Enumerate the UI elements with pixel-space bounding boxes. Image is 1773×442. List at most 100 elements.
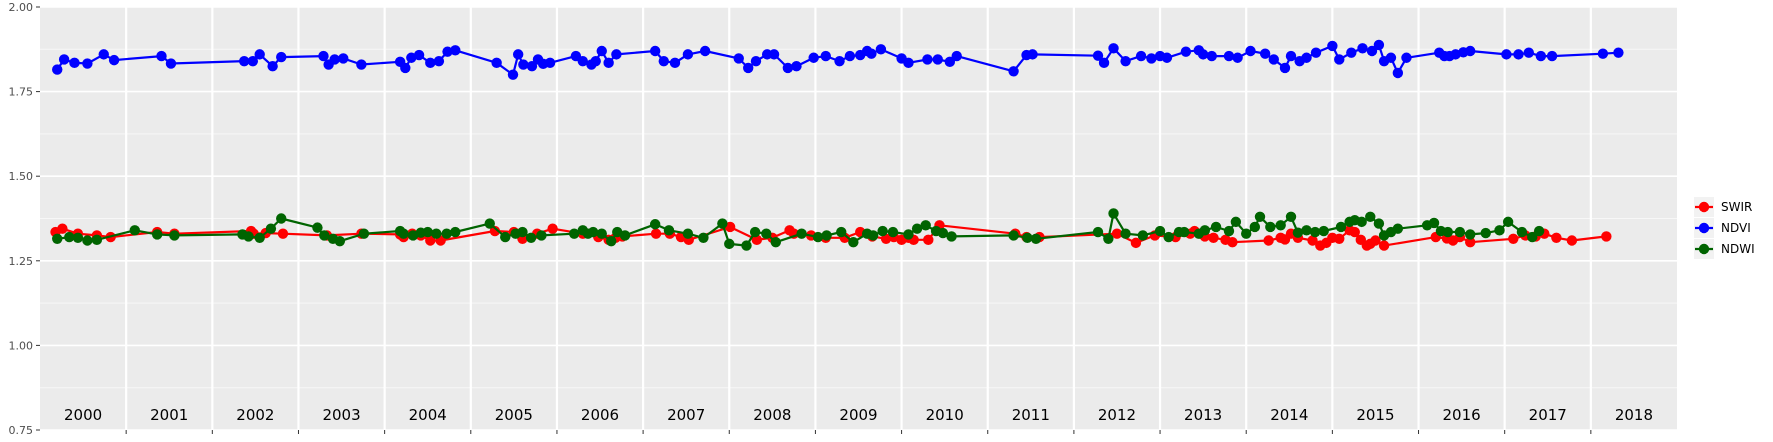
data-point-ndvi <box>400 62 411 74</box>
data-point-ndvi <box>1535 50 1547 62</box>
data-point-ndvi <box>1366 45 1378 57</box>
data-point-ndwi <box>422 226 433 238</box>
series-layer <box>50 39 1624 251</box>
data-point-ndvi <box>649 45 661 57</box>
data-point-ndwi <box>741 240 752 251</box>
data-point-ndwi <box>1178 226 1190 238</box>
data-point-ndwi <box>867 230 879 241</box>
year-label: 2014 <box>1270 406 1308 424</box>
data-point-ndwi <box>243 231 254 242</box>
data-point-ndvi <box>108 54 120 66</box>
data-point-ndvi <box>699 45 711 57</box>
year-label: 2000 <box>64 406 102 424</box>
data-point-ndvi <box>577 55 588 67</box>
data-point-ndwi <box>649 219 661 230</box>
year-label: 2006 <box>581 406 619 424</box>
data-point-ndvi <box>743 62 754 74</box>
data-point-ndwi <box>1154 225 1166 237</box>
data-point-ndwi <box>1008 230 1019 241</box>
data-point-ndwi <box>1527 231 1538 243</box>
legend-marker <box>1698 222 1710 234</box>
data-point-ndvi <box>603 57 614 69</box>
data-point-ndvi <box>733 53 744 64</box>
data-point-ndvi <box>433 55 445 67</box>
data-point-ndwi <box>91 234 103 246</box>
data-point-ndwi <box>1210 221 1222 233</box>
data-point-ndvi <box>1357 43 1368 54</box>
y-tick-label: 1.00 <box>9 339 34 352</box>
data-point-ndvi <box>507 69 519 80</box>
data-point-ndvi <box>254 49 265 60</box>
data-point-ndwi <box>82 235 93 246</box>
data-point-ndvi <box>1301 52 1312 63</box>
data-point-ndwi <box>1022 232 1033 243</box>
data-point-ndvi <box>922 54 933 65</box>
data-point-swir <box>1349 226 1360 238</box>
data-point-ndwi <box>1108 208 1119 219</box>
data-point-ndwi <box>937 227 949 239</box>
data-point-ndvi <box>844 50 856 62</box>
data-point-ndvi <box>1385 52 1397 63</box>
data-point-ndvi <box>1206 50 1217 62</box>
minor-gridlines <box>40 48 1677 389</box>
data-point-swir <box>489 225 501 237</box>
data-point-swir <box>425 235 436 246</box>
data-point-ndvi <box>450 45 461 56</box>
data-point-ndwi <box>1373 218 1385 229</box>
data-point-ndvi <box>1223 50 1235 62</box>
data-point-ndvi <box>590 55 601 67</box>
data-point-ndwi <box>946 231 957 242</box>
data-point-ndwi <box>72 232 84 243</box>
data-point-swir <box>547 223 558 234</box>
data-point-ndwi <box>1254 211 1266 223</box>
data-point-ndvi <box>267 61 278 72</box>
data-point-ndwi <box>169 230 180 241</box>
y-tick-label: 1.50 <box>9 170 34 183</box>
data-point-ndwi <box>1465 229 1476 240</box>
data-point-ndvi <box>1259 48 1271 59</box>
data-point-ndvi <box>791 61 802 72</box>
data-point-ndvi <box>1285 50 1297 62</box>
data-point-ndvi <box>356 59 367 70</box>
data-point-ndvi <box>58 54 70 65</box>
data-point-ndvi <box>1245 45 1256 57</box>
year-label: 2018 <box>1615 406 1653 424</box>
data-point-ndwi <box>334 235 346 247</box>
data-point-ndvi <box>1146 53 1157 64</box>
data-point-ndwi <box>568 228 580 239</box>
data-point-swir <box>650 228 662 239</box>
data-point-ndwi <box>1318 225 1329 237</box>
data-point-ndwi <box>129 225 140 236</box>
data-point-ndwi <box>1502 216 1514 228</box>
data-point-swir <box>1130 237 1142 249</box>
data-point-ndwi <box>821 230 832 241</box>
year-label: 2001 <box>150 406 188 424</box>
year-label: 2017 <box>1529 406 1567 424</box>
data-point-ndwi <box>1275 220 1286 231</box>
series-ndvi <box>52 39 1624 80</box>
data-point-ndvi <box>1197 49 1209 60</box>
data-point-ndwi <box>619 230 631 241</box>
data-point-ndvi <box>518 59 529 70</box>
data-point-ndvi <box>1310 47 1322 58</box>
data-point-ndvi <box>1279 62 1291 74</box>
year-label: 2005 <box>495 406 533 424</box>
data-point-ndvi <box>1465 45 1476 57</box>
data-point-ndvi <box>156 50 167 62</box>
data-point-ndwi <box>1223 225 1235 237</box>
data-point-ndvi <box>1180 46 1192 57</box>
data-point-ndwi <box>319 230 330 241</box>
year-label: 2002 <box>236 406 274 424</box>
data-point-ndvi <box>820 50 831 62</box>
y-axis: 0.75 1.00 1.25 1.50 1.75 2.00 <box>9 1 40 437</box>
legend-marker <box>1698 201 1710 213</box>
data-point-ndwi <box>812 231 824 243</box>
data-point-ndwi <box>903 229 914 240</box>
data-point-ndvi <box>750 55 762 67</box>
data-point-ndvi <box>1546 50 1558 62</box>
data-point-swir <box>880 233 892 245</box>
data-point-ndwi <box>52 233 63 245</box>
legend-label: NDWI <box>1721 242 1755 256</box>
data-point-ndwi <box>1301 225 1312 236</box>
legend-label: NDVI <box>1721 221 1751 235</box>
